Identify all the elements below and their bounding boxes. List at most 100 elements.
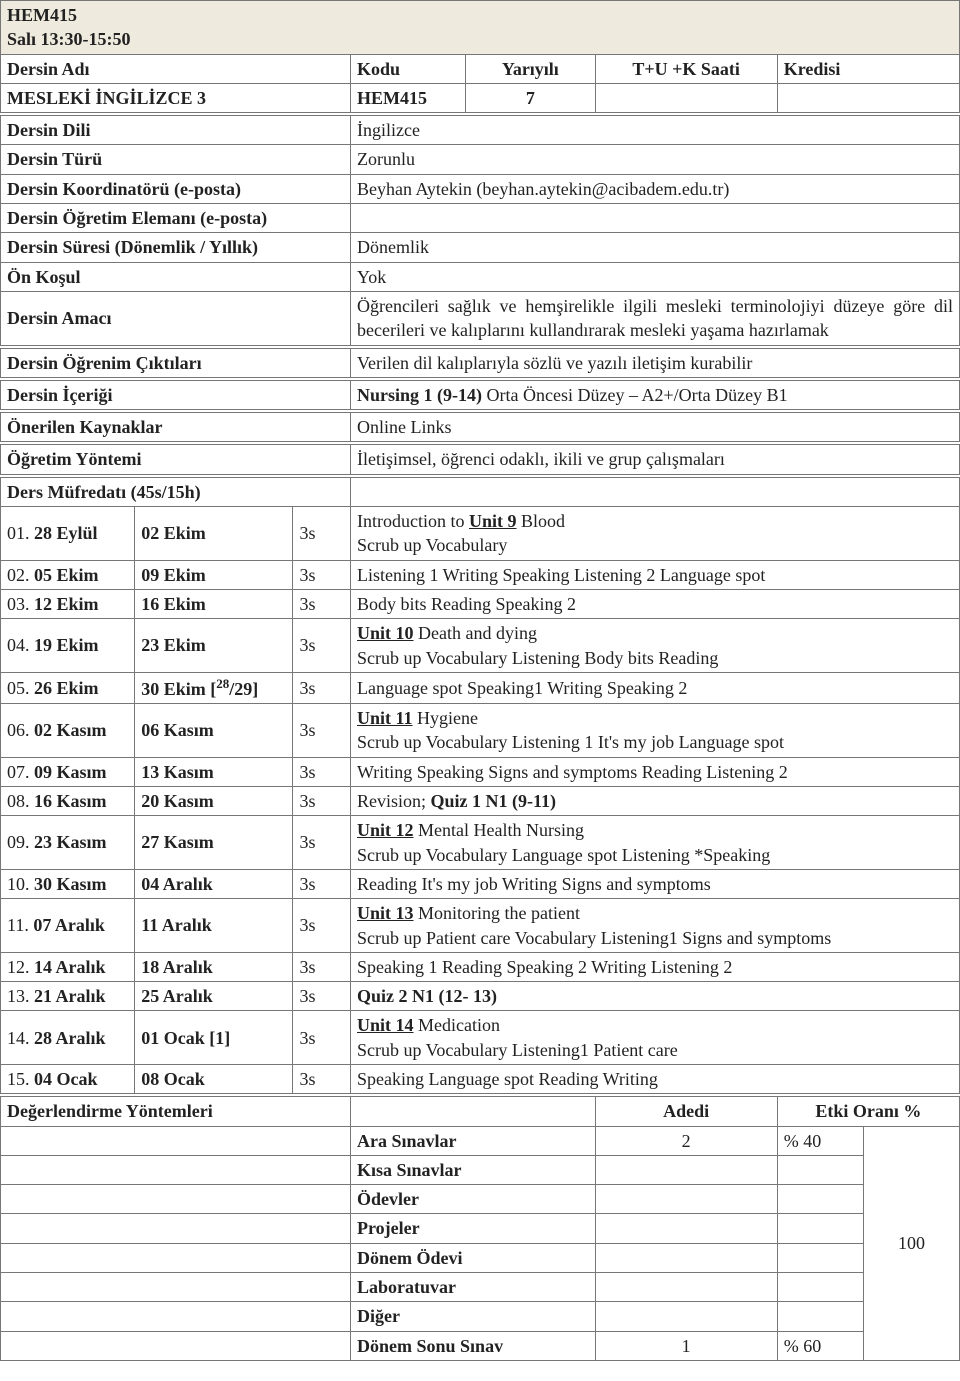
sched-date2: 27 Kasım: [135, 816, 293, 870]
assess-name: Dönem Sonu Sınav: [351, 1331, 596, 1360]
method-value: İletişimsel, öğrenci odaklı, ikili ve gr…: [351, 445, 960, 474]
sched-date1: 04. 19 Ekim: [1, 619, 135, 673]
sched-date2: 18 Aralık: [135, 952, 293, 981]
sched-hours: 3s: [293, 952, 351, 981]
assess-pct: % 40: [777, 1126, 863, 1155]
sched-topic: Quiz 2 N1 (12- 13): [351, 982, 960, 1011]
sched-hours: 3s: [293, 704, 351, 758]
assess-blank: [351, 1097, 596, 1126]
assess-count: 2: [595, 1126, 777, 1155]
course-header: HEM415 Salı 13:30-15:50: [1, 1, 960, 55]
assess-title: Değerlendirme Yöntemleri: [1, 1097, 351, 1126]
assess-count: [595, 1302, 777, 1331]
sched-topic: Unit 14 MedicationScrub up Vocabulary Li…: [351, 1011, 960, 1065]
hdr-credit: Kredisi: [777, 54, 959, 83]
sched-date2: 06 Kasım: [135, 704, 293, 758]
sched-date1: 06. 02 Kasım: [1, 704, 135, 758]
syllabus-title: Ders Müfredatı (45s/15h): [1, 477, 351, 506]
assess-name: Laboratuvar: [351, 1273, 596, 1302]
content-value: Nursing 1 (9-14) Orta Öncesi Düzey – A2+…: [351, 380, 960, 409]
assess-pct: [777, 1214, 863, 1243]
sched-hours: 3s: [293, 982, 351, 1011]
sched-date2: 30 Ekim [28/29]: [135, 672, 293, 703]
sched-date1: 14. 28 Aralık: [1, 1011, 135, 1065]
sched-date1: 12. 14 Aralık: [1, 952, 135, 981]
outcomes-value: Verilen dil kalıplarıyla sözlü ve yazılı…: [351, 348, 960, 377]
assess-count-hdr: Adedi: [595, 1097, 777, 1126]
assess-pct: % 60: [777, 1331, 863, 1360]
assess-blank-cell: [1, 1126, 351, 1155]
sched-topic: Speaking Language spot Reading Writing: [351, 1064, 960, 1093]
val-code: HEM415: [351, 83, 466, 112]
sched-hours: 3s: [293, 869, 351, 898]
sched-date1: 07. 09 Kasım: [1, 757, 135, 786]
assess-weight-hdr: Etki Oranı %: [777, 1097, 959, 1126]
sched-topic: Unit 11 HygieneScrub up Vocabulary Liste…: [351, 704, 960, 758]
assess-name: Dönem Ödevi: [351, 1243, 596, 1272]
info-label: Dersin Öğretim Elemanı (e-posta): [1, 204, 351, 233]
sched-hours: 3s: [293, 619, 351, 673]
assess-count: [595, 1185, 777, 1214]
val-semester: 7: [466, 83, 595, 112]
val-name: MESLEKİ İNGİLİZCE 3: [1, 83, 351, 112]
resources-value: Online Links: [351, 413, 960, 442]
sched-date2: 04 Aralık: [135, 869, 293, 898]
info-value: Zorunlu: [351, 145, 960, 174]
info-label: Ön Koşul: [1, 262, 351, 291]
sched-topic: Introduction to Unit 9 BloodScrub up Voc…: [351, 507, 960, 561]
sched-hours: 3s: [293, 816, 351, 870]
assess-blank-cell: [1, 1331, 351, 1360]
sched-date1: 05. 26 Ekim: [1, 672, 135, 703]
content-rest: Orta Öncesi Düzey – A2+/Orta Düzey B1: [487, 385, 788, 405]
sched-hours: 3s: [293, 672, 351, 703]
info-label: Dersin Koordinatörü (e-posta): [1, 174, 351, 203]
sched-topic: Unit 13 Monitoring the patientScrub up P…: [351, 899, 960, 953]
sched-date2: 01 Ocak [1]: [135, 1011, 293, 1065]
sched-date1: 10. 30 Kasım: [1, 869, 135, 898]
sched-topic: Listening 1 Writing Speaking Listening 2…: [351, 560, 960, 589]
outcomes-label: Dersin Öğrenim Çıktıları: [1, 348, 351, 377]
assess-pct: [777, 1155, 863, 1184]
sched-date2: 23 Ekim: [135, 619, 293, 673]
assess-pct: [777, 1243, 863, 1272]
assess-blank-cell: [1, 1155, 351, 1184]
assess-name: Ara Sınavlar: [351, 1126, 596, 1155]
sched-date1: 15. 04 Ocak: [1, 1064, 135, 1093]
sched-topic: Reading It's my job Writing Signs and sy…: [351, 869, 960, 898]
assess-blank-cell: [1, 1273, 351, 1302]
sched-hours: 3s: [293, 757, 351, 786]
assess-count: 1: [595, 1331, 777, 1360]
info-value: Dönemlik: [351, 233, 960, 262]
sched-date2: 13 Kasım: [135, 757, 293, 786]
assess-pct: [777, 1273, 863, 1302]
sched-date1: 01. 28 Eylül: [1, 507, 135, 561]
sched-date2: 25 Aralık: [135, 982, 293, 1011]
sched-hours: 3s: [293, 899, 351, 953]
assess-name: Kısa Sınavlar: [351, 1155, 596, 1184]
sched-date1: 13. 21 Aralık: [1, 982, 135, 1011]
info-label: Dersin Türü: [1, 145, 351, 174]
sched-topic: Language spot Speaking1 Writing Speaking…: [351, 672, 960, 703]
sched-date2: 20 Kasım: [135, 787, 293, 816]
info-label: Dersin Amacı: [1, 291, 351, 345]
assess-blank-cell: [1, 1185, 351, 1214]
syllabus-empty: [351, 477, 960, 506]
method-label: Öğretim Yöntemi: [1, 445, 351, 474]
assess-blank-cell: [1, 1302, 351, 1331]
sched-topic: Body bits Reading Speaking 2: [351, 589, 960, 618]
assess-pct: [777, 1185, 863, 1214]
sched-hours: 3s: [293, 1011, 351, 1065]
sched-topic: Revision; Quiz 1 N1 (9-11): [351, 787, 960, 816]
assess-total: 100: [864, 1126, 960, 1360]
content-label: Dersin İçeriği: [1, 380, 351, 409]
hdr-semester: Yarıyılı: [466, 54, 595, 83]
sched-date2: 09 Ekim: [135, 560, 293, 589]
sched-date2: 16 Ekim: [135, 589, 293, 618]
sched-date1: 11. 07 Aralık: [1, 899, 135, 953]
sched-topic: Unit 12 Mental Health NursingScrub up Vo…: [351, 816, 960, 870]
assess-count: [595, 1214, 777, 1243]
assess-pct: [777, 1302, 863, 1331]
assess-count: [595, 1273, 777, 1302]
sched-hours: 3s: [293, 507, 351, 561]
assess-count: [595, 1155, 777, 1184]
